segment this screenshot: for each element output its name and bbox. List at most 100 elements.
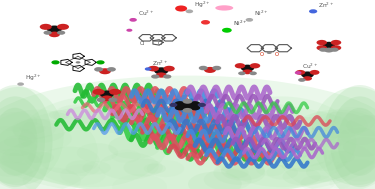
Ellipse shape xyxy=(259,112,310,136)
Ellipse shape xyxy=(328,151,355,163)
Ellipse shape xyxy=(23,167,81,189)
Circle shape xyxy=(151,74,159,79)
Circle shape xyxy=(99,68,111,74)
Circle shape xyxy=(57,24,69,30)
Circle shape xyxy=(51,60,60,64)
Ellipse shape xyxy=(0,98,375,189)
Ellipse shape xyxy=(330,96,375,187)
Ellipse shape xyxy=(54,104,110,129)
Circle shape xyxy=(44,31,52,35)
Circle shape xyxy=(100,91,114,98)
Ellipse shape xyxy=(335,159,375,181)
Ellipse shape xyxy=(77,143,118,162)
Text: Cu$^{2+}$: Cu$^{2+}$ xyxy=(138,9,154,18)
Ellipse shape xyxy=(0,110,98,189)
Ellipse shape xyxy=(0,112,38,132)
Circle shape xyxy=(156,72,166,78)
Ellipse shape xyxy=(302,150,347,171)
Ellipse shape xyxy=(111,150,141,163)
Circle shape xyxy=(107,67,116,72)
Ellipse shape xyxy=(66,160,100,176)
Circle shape xyxy=(183,99,192,104)
Ellipse shape xyxy=(329,107,373,127)
Ellipse shape xyxy=(108,135,160,159)
Circle shape xyxy=(108,98,117,102)
Ellipse shape xyxy=(283,168,321,185)
Ellipse shape xyxy=(96,104,136,122)
Circle shape xyxy=(310,70,320,75)
Circle shape xyxy=(154,67,168,74)
Ellipse shape xyxy=(93,112,140,133)
Ellipse shape xyxy=(18,126,72,151)
Ellipse shape xyxy=(123,159,163,177)
Circle shape xyxy=(96,60,105,64)
Ellipse shape xyxy=(251,144,287,161)
Ellipse shape xyxy=(81,109,123,129)
Ellipse shape xyxy=(104,115,125,124)
Circle shape xyxy=(183,108,192,113)
Ellipse shape xyxy=(240,153,263,164)
Text: Cl: Cl xyxy=(139,41,144,46)
Ellipse shape xyxy=(53,105,96,125)
Circle shape xyxy=(241,65,254,71)
Ellipse shape xyxy=(322,110,375,134)
Circle shape xyxy=(49,32,60,37)
Circle shape xyxy=(246,18,253,22)
Ellipse shape xyxy=(221,160,265,180)
Ellipse shape xyxy=(99,152,159,180)
Ellipse shape xyxy=(309,112,336,124)
Ellipse shape xyxy=(146,110,182,127)
Circle shape xyxy=(331,40,341,45)
Ellipse shape xyxy=(19,122,45,134)
Ellipse shape xyxy=(40,147,99,174)
Ellipse shape xyxy=(2,153,24,163)
Circle shape xyxy=(199,66,208,70)
Ellipse shape xyxy=(226,124,251,135)
Ellipse shape xyxy=(203,140,248,160)
Circle shape xyxy=(126,29,132,32)
Ellipse shape xyxy=(0,149,41,177)
Circle shape xyxy=(175,5,187,12)
Ellipse shape xyxy=(19,96,169,187)
Circle shape xyxy=(250,63,260,68)
Circle shape xyxy=(198,103,206,107)
Ellipse shape xyxy=(82,161,111,174)
Ellipse shape xyxy=(343,138,375,157)
Ellipse shape xyxy=(0,161,33,184)
Circle shape xyxy=(148,66,159,71)
Ellipse shape xyxy=(179,106,210,121)
Circle shape xyxy=(222,28,232,33)
Ellipse shape xyxy=(291,150,327,166)
Text: Cl: Cl xyxy=(158,41,163,46)
Text: O: O xyxy=(260,52,264,57)
Circle shape xyxy=(109,89,121,95)
Circle shape xyxy=(129,18,137,22)
Text: Zn$^{2+}$: Zn$^{2+}$ xyxy=(152,58,168,68)
Ellipse shape xyxy=(172,112,208,128)
Ellipse shape xyxy=(202,127,250,149)
Ellipse shape xyxy=(214,138,255,157)
Circle shape xyxy=(212,66,221,70)
Circle shape xyxy=(164,66,175,71)
Ellipse shape xyxy=(278,110,375,189)
Circle shape xyxy=(201,20,210,25)
Ellipse shape xyxy=(312,130,338,142)
Ellipse shape xyxy=(308,119,334,131)
Ellipse shape xyxy=(28,152,54,164)
Text: Hg$^{2+}$: Hg$^{2+}$ xyxy=(25,72,41,83)
Ellipse shape xyxy=(213,161,266,185)
Ellipse shape xyxy=(311,87,375,185)
Ellipse shape xyxy=(12,119,56,139)
Ellipse shape xyxy=(311,112,368,138)
Ellipse shape xyxy=(0,96,45,187)
Ellipse shape xyxy=(306,162,350,182)
Circle shape xyxy=(319,48,327,52)
Ellipse shape xyxy=(49,110,70,120)
Text: Hg$^{2+}$: Hg$^{2+}$ xyxy=(194,0,210,10)
Ellipse shape xyxy=(112,174,167,189)
Circle shape xyxy=(243,69,252,74)
Ellipse shape xyxy=(60,164,106,185)
Ellipse shape xyxy=(273,144,334,172)
Circle shape xyxy=(174,101,186,107)
Circle shape xyxy=(303,76,312,81)
